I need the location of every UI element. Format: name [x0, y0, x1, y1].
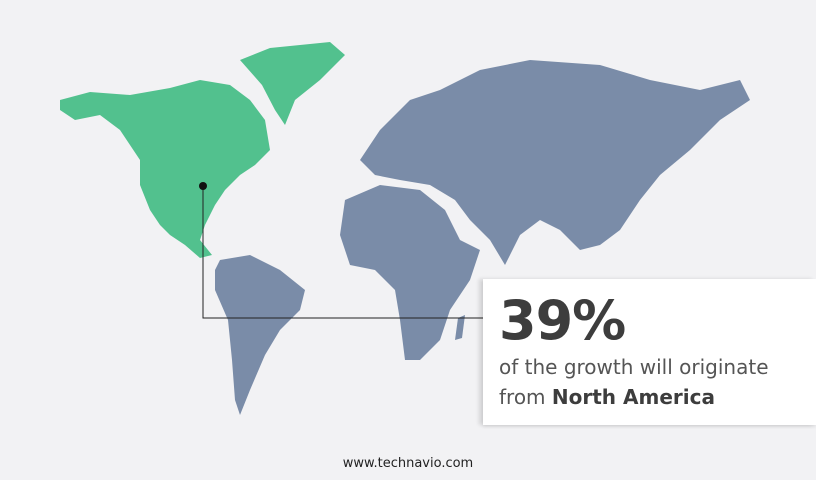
footer-url: www.technavio.com [342, 456, 474, 471]
region-madagascar [455, 315, 465, 340]
callout-region-line: from North America [499, 385, 715, 409]
callout-card: 39% of the growth will originate from No… [483, 279, 816, 425]
callout-text: of the growth will originate [499, 355, 769, 379]
callout-region: North America [551, 385, 715, 409]
callout-leader-line [202, 186, 483, 319]
region-greenland [240, 42, 345, 125]
location-marker [199, 182, 207, 190]
growth-percent: 39% [499, 289, 626, 352]
region-south-america [215, 255, 305, 415]
region-africa [340, 185, 480, 360]
region-eurasia [360, 60, 750, 265]
callout-prefix: from [499, 385, 546, 409]
region-north-america [60, 80, 270, 258]
